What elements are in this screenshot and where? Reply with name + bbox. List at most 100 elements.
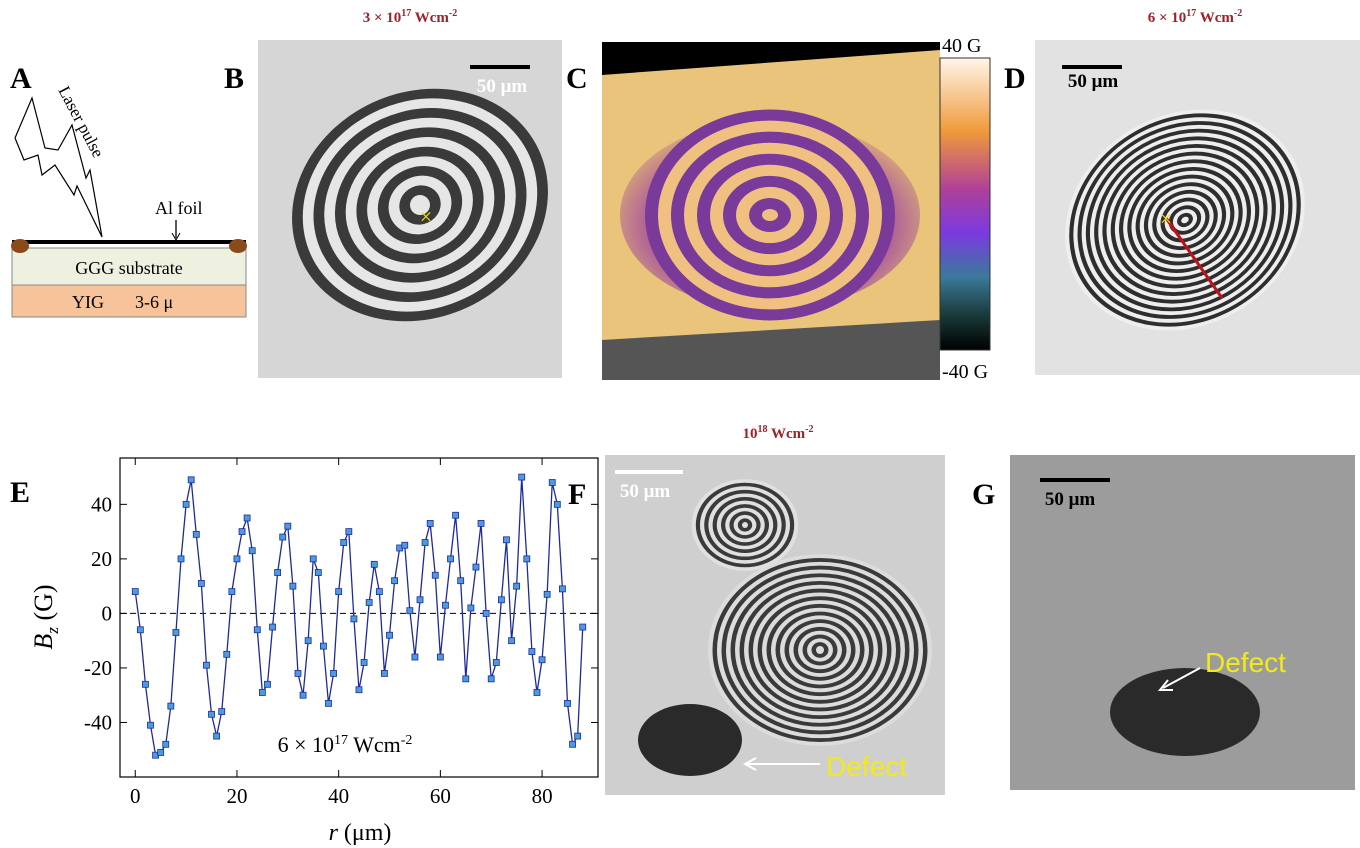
intensity-label: 6 × 1017 Wcm-2 — [1148, 8, 1243, 26]
panel-label: D — [1004, 62, 1026, 95]
scale-label: 50 μm — [1045, 489, 1096, 510]
panel-label: B — [224, 62, 244, 95]
y-axis-label: Bz (G) — [29, 584, 62, 649]
data-point — [483, 610, 489, 616]
plot-frame — [120, 458, 598, 777]
data-point — [148, 722, 154, 728]
data-point — [519, 474, 525, 480]
thickness-label: 3-6 μ — [135, 292, 173, 312]
data-point — [305, 638, 311, 644]
data-point — [163, 741, 169, 747]
center-mark: × — [420, 204, 432, 229]
data-point — [249, 548, 255, 554]
data-point — [219, 709, 225, 715]
data-point — [407, 608, 413, 614]
text: Wcm — [1196, 10, 1234, 26]
data-point — [376, 589, 382, 595]
defect-label: Defect — [826, 751, 907, 782]
text: Wcm — [768, 426, 806, 442]
scale-label: 50 μm — [1068, 71, 1119, 92]
data-point — [178, 556, 184, 562]
data-point — [320, 643, 326, 649]
data-point — [442, 602, 448, 608]
data-point — [392, 578, 398, 584]
text: 18 — [758, 424, 768, 435]
data-point — [559, 586, 565, 592]
text: 17 — [401, 8, 411, 19]
data-point — [331, 670, 337, 676]
data-point — [280, 534, 286, 540]
scale-label: 50 μm — [620, 481, 671, 502]
panel-label: F — [568, 478, 586, 511]
data-point — [427, 520, 433, 526]
text: (μm) — [338, 820, 392, 846]
data-point — [458, 578, 464, 584]
data-point — [341, 540, 347, 546]
data-point — [275, 570, 281, 576]
panel-c: C 40 G -40 G — [566, 35, 990, 383]
data-point — [417, 597, 423, 603]
data-point — [448, 556, 454, 562]
data-point — [285, 523, 291, 529]
intensity-label: 1018 Wcm-2 — [743, 424, 814, 442]
data-point — [209, 711, 215, 717]
data-point — [549, 480, 555, 486]
data-point — [158, 749, 164, 755]
data-point — [183, 501, 189, 507]
panel-g: G 50 μm Defect — [972, 455, 1355, 790]
y-tick-label: 0 — [102, 601, 113, 625]
text: Wcm — [411, 10, 449, 26]
data-point — [193, 531, 199, 537]
panel-label: A — [10, 62, 32, 95]
y-tick-label: 20 — [91, 547, 112, 571]
colorbar-min: -40 G — [942, 361, 988, 383]
data-point — [346, 529, 352, 535]
data-point — [437, 654, 443, 660]
y-tick-label: 40 — [91, 492, 112, 516]
y-tick-label: -40 — [84, 710, 112, 734]
ring — [762, 209, 778, 221]
defect-label: Defect — [1205, 647, 1286, 678]
data-point — [422, 540, 428, 546]
y-tick-label: -20 — [84, 656, 112, 680]
x-tick-label: 40 — [328, 784, 349, 808]
data-point — [575, 733, 581, 739]
data-point — [173, 629, 179, 635]
x-tick-label: 20 — [226, 784, 247, 808]
data-point — [570, 741, 576, 747]
x-tick-label: 0 — [130, 784, 141, 808]
data-point — [198, 580, 204, 586]
data-point — [315, 570, 321, 576]
figure: A Laser pulse Al foil GGG substrate YIG … — [0, 0, 1360, 848]
data-point — [554, 501, 560, 507]
ring — [816, 646, 824, 654]
data-point — [214, 733, 220, 739]
text: -2 — [1234, 8, 1242, 19]
rings — [645, 110, 895, 321]
data-point — [310, 556, 316, 562]
defect-blob — [638, 704, 742, 776]
film-layer — [12, 285, 246, 317]
data-point — [229, 589, 235, 595]
data-point — [290, 583, 296, 589]
data-point — [402, 542, 408, 548]
foil-label: Al foil — [155, 198, 203, 218]
data-point — [539, 657, 545, 663]
text: -2 — [401, 733, 413, 748]
data-point — [239, 529, 245, 535]
data-point — [564, 700, 570, 706]
x-tick-label: 80 — [532, 784, 553, 808]
data-point — [142, 681, 148, 687]
data-point — [534, 689, 540, 695]
colorbar — [940, 58, 990, 350]
data-point — [371, 561, 377, 567]
data-point — [259, 689, 265, 695]
data-point — [361, 659, 367, 665]
data-point — [188, 477, 194, 483]
data-point — [244, 515, 250, 521]
data-point — [234, 556, 240, 562]
text: 10 — [743, 426, 758, 442]
data-point — [524, 556, 530, 562]
data-point — [478, 520, 484, 526]
text: -2 — [805, 424, 813, 435]
